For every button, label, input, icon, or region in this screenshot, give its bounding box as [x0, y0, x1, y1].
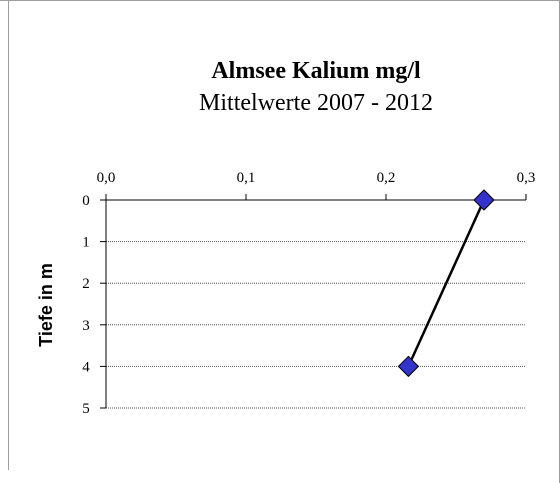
y-tick-label: 2 — [82, 276, 90, 292]
data-point-marker — [397, 355, 420, 378]
axes — [100, 194, 527, 409]
chart-subtitle: Mittelwerte 2007 - 2012 — [199, 90, 433, 116]
chart-title: Almsee Kalium mg/l — [211, 58, 421, 84]
data-point-marker — [473, 189, 495, 211]
x-tick-label: 0,2 — [377, 170, 396, 186]
y-tick-label: 5 — [82, 401, 90, 417]
y-tick-label: 4 — [82, 359, 90, 375]
series-line — [407, 199, 486, 367]
y-tick-label: 3 — [82, 318, 90, 334]
x-tick-labels: 0,0 0,1 0,2 0,3 — [97, 170, 536, 186]
grid-lines — [106, 241, 526, 409]
frame-left-rule — [8, 0, 9, 470]
series-group — [397, 189, 495, 378]
x-tick-label: 0,3 — [517, 170, 536, 186]
y-tick-label: 0 — [82, 193, 90, 209]
y-tick-labels: 0 1 2 3 4 5 — [82, 193, 90, 417]
x-tick-label: 0,0 — [97, 170, 116, 186]
y-axis-label: Tiefe in m — [36, 263, 56, 347]
x-tick-label: 0,1 — [237, 170, 256, 186]
y-tick-label: 1 — [82, 235, 90, 251]
